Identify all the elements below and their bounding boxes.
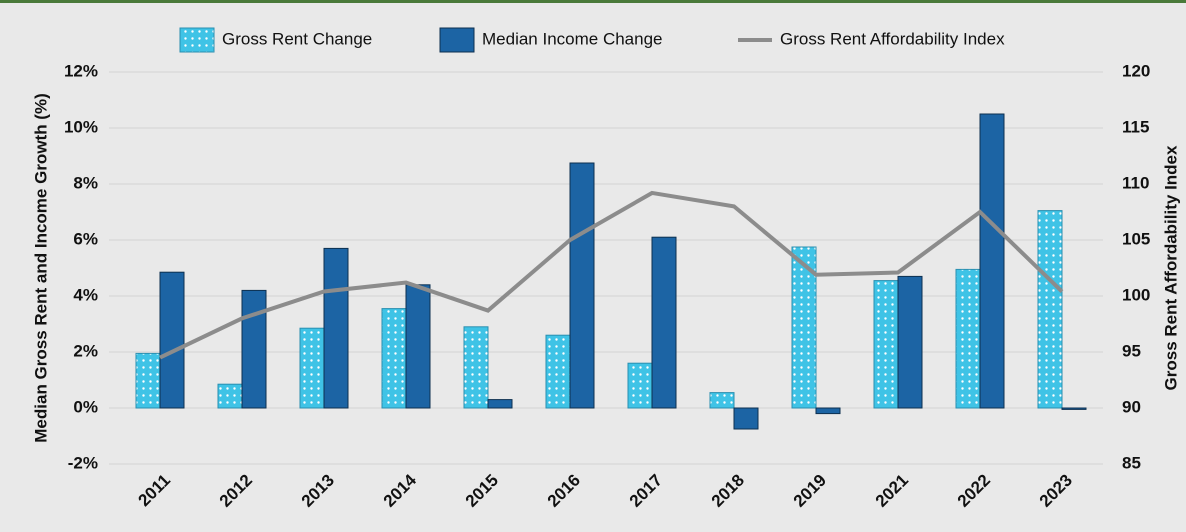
y-tick-label: 0% — [73, 397, 98, 416]
bar — [487, 399, 513, 409]
bar — [1061, 407, 1087, 410]
y2-tick-label: 95 — [1122, 341, 1141, 360]
y2-tick-label: 115 — [1122, 117, 1149, 136]
bar — [815, 407, 841, 415]
x-tick-label: 2013 — [298, 471, 338, 511]
y-tick-label: 2% — [73, 341, 98, 360]
x-tick-label: 2021 — [872, 471, 912, 511]
bar — [241, 289, 267, 409]
y-tick-label: 12% — [64, 61, 98, 80]
top-rule — [0, 0, 1186, 3]
bar — [651, 236, 677, 409]
bar — [217, 383, 243, 409]
y2-tick-label: 90 — [1122, 397, 1141, 416]
y2-tick-label: 85 — [1122, 453, 1141, 472]
x-tick-label: 2016 — [544, 471, 584, 511]
y-tick-label: 8% — [73, 173, 98, 192]
bar — [135, 352, 161, 409]
x-tick-label: 2022 — [954, 471, 994, 511]
y2-tick-label: 120 — [1122, 61, 1150, 80]
bar — [405, 284, 431, 409]
bar — [955, 268, 981, 409]
y-tick-label: -2% — [68, 453, 98, 472]
legend-label: Median Income Change — [482, 29, 663, 48]
bar — [159, 271, 185, 409]
x-tick-label: 2014 — [380, 470, 421, 511]
x-tick-label: 2023 — [1036, 471, 1076, 511]
bar — [733, 407, 759, 430]
bar — [1037, 210, 1063, 409]
bar — [897, 275, 923, 409]
line-series — [159, 190, 1064, 360]
y-tick-label: 10% — [64, 117, 98, 136]
x-tick-label: 2018 — [708, 471, 748, 511]
x-tick-label: 2011 — [134, 471, 174, 511]
legend-swatch — [179, 27, 215, 53]
y2-tick-label: 100 — [1122, 285, 1150, 304]
bar — [979, 113, 1005, 409]
bar — [463, 326, 489, 409]
bar — [299, 327, 325, 409]
x-tick-label: 2019 — [790, 471, 830, 511]
legend-swatch — [439, 27, 475, 53]
legend-label: Gross Rent Affordability Index — [780, 29, 1005, 48]
bar — [323, 247, 349, 409]
y2-axis-title: Gross Rent Affordability Index — [1161, 145, 1180, 391]
x-tick-label: 2015 — [462, 471, 502, 511]
bar — [627, 362, 653, 409]
legend-label: Gross Rent Change — [222, 29, 372, 48]
y-axis-title: Median Gross Rent and Income Growth (%) — [31, 93, 50, 442]
y2-tick-label: 105 — [1122, 229, 1150, 248]
bar — [569, 162, 595, 409]
bar — [873, 280, 899, 409]
bar — [545, 334, 571, 409]
x-tick-label: 2012 — [216, 471, 256, 511]
bar — [709, 392, 735, 409]
x-tick-label: 2017 — [626, 471, 666, 511]
y2-tick-label: 110 — [1122, 173, 1149, 192]
y-tick-label: 4% — [73, 285, 98, 304]
y-tick-label: 6% — [73, 229, 98, 248]
bar — [381, 308, 407, 409]
